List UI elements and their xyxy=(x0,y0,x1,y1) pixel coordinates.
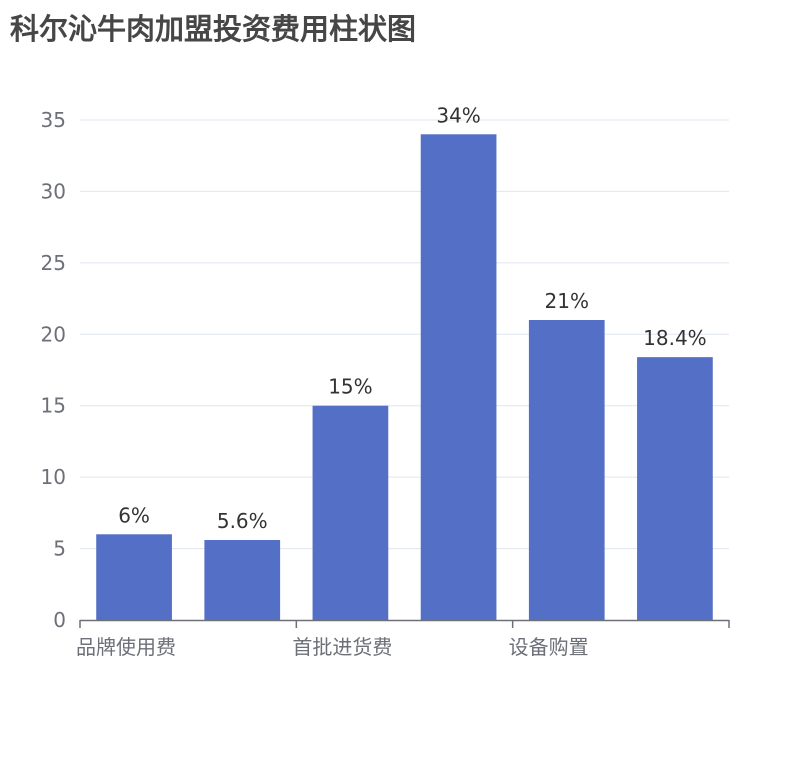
y-tick-label: 5 xyxy=(53,537,66,561)
y-tick-label: 35 xyxy=(41,108,66,132)
y-tick-label: 25 xyxy=(41,251,66,275)
data-label: 5.6% xyxy=(217,509,268,533)
y-tick-label: 30 xyxy=(41,179,66,203)
bar xyxy=(637,357,713,620)
bar xyxy=(420,134,497,621)
bar xyxy=(312,405,389,620)
bar xyxy=(204,540,281,620)
chart-title: 科尔沁牛肉加盟投资费用柱状图 xyxy=(10,12,417,46)
bar xyxy=(528,320,605,620)
y-tick-label: 0 xyxy=(53,608,66,632)
x-tick-label: 品牌使用费 xyxy=(76,635,176,659)
y-tick-label: 10 xyxy=(41,465,66,489)
data-label: 21% xyxy=(545,289,589,313)
y-tick-label: 20 xyxy=(41,322,66,346)
x-tick-label: 首批进货费 xyxy=(292,635,392,659)
data-label: 15% xyxy=(328,375,372,399)
data-label: 18.4% xyxy=(643,326,707,350)
data-label: 34% xyxy=(436,103,480,127)
x-tick-label: 设备购置 xyxy=(509,635,589,659)
data-label: 6% xyxy=(118,503,150,527)
y-tick-label: 15 xyxy=(41,394,66,418)
bar xyxy=(96,534,172,620)
